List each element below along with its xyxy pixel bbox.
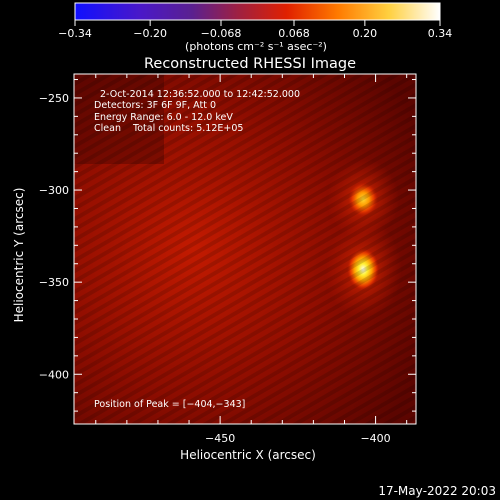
- x-axis-label: Heliocentric X (arcsec): [180, 448, 316, 462]
- chart-title: Reconstructed RHESSI Image: [144, 56, 356, 72]
- colorbar-ticks: −0.34 −0.20 −0.068 0.068 0.20 0.34: [58, 20, 452, 40]
- heatmap-image: [74, 74, 500, 424]
- x-tick-label: −450: [205, 432, 235, 445]
- annotation-clean: Clean Total counts: 5.12E+05: [94, 123, 243, 134]
- footer-date: 17‑May‑2022 20:03: [378, 484, 496, 498]
- annotation-time: 2-Oct-2014 12:36:52.000 to 12:42:52.000: [100, 89, 300, 100]
- annotation-energy: Energy Range: 6.0 - 12.0 keV: [94, 112, 233, 123]
- axis-ticks: −450−400−350−250−300−350−400: [39, 74, 416, 445]
- colorbar: [74, 2, 441, 21]
- annotation-peak: Position of Peak = [−404,−343]: [94, 399, 245, 410]
- heatmap-stripes: [74, 74, 416, 424]
- colorbar-unit-label: (photons cm⁻² s⁻¹ asec⁻²): [185, 40, 327, 53]
- colorbar-tick-label: −0.20: [133, 27, 167, 40]
- y-tick-label: −350: [39, 276, 69, 289]
- y-tick-label: −300: [39, 184, 69, 197]
- colorbar-tick-label: −0.34: [58, 27, 92, 40]
- plot-frame: [73, 73, 417, 425]
- colorbar-tick-label: −0.068: [201, 27, 242, 40]
- colorbar-tick-label: 0.068: [278, 27, 310, 40]
- annotation-detectors: Detectors: 3F 6F 9F, Att 0: [94, 100, 216, 111]
- y-axis-label: Heliocentric Y (arcsec): [12, 188, 26, 323]
- y-tick-label: −400: [39, 368, 69, 381]
- colorbar-tick-label: 0.20: [353, 27, 378, 40]
- x-tick-label: −400: [360, 432, 390, 445]
- y-tick-label: −250: [39, 92, 69, 105]
- emission-source: [475, 236, 500, 276]
- colorbar-tick-label: 0.34: [428, 27, 453, 40]
